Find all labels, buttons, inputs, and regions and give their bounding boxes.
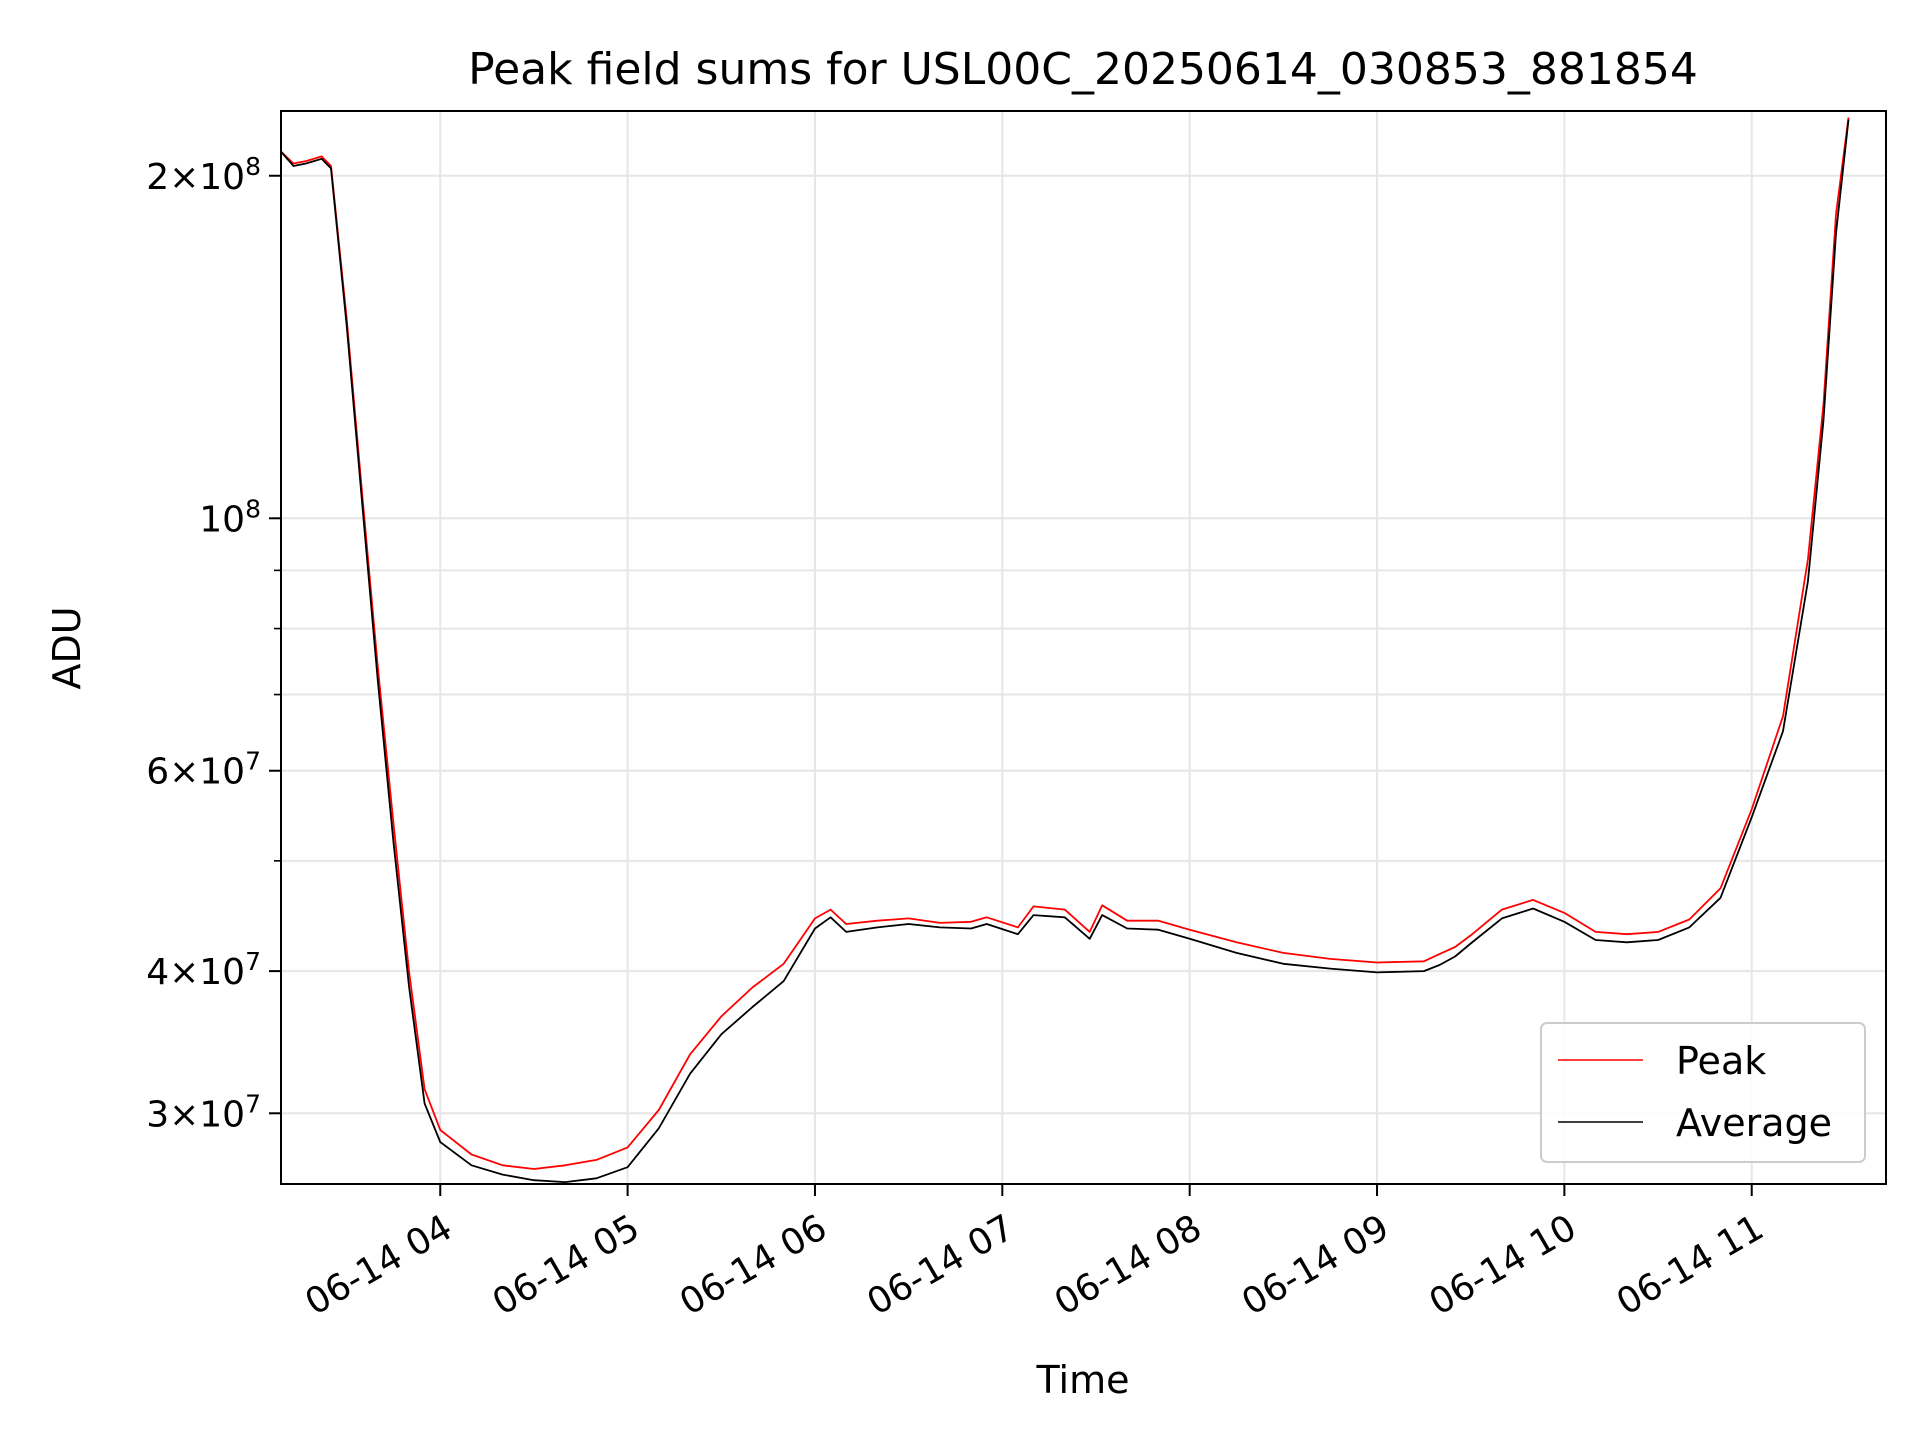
legend-label-average: Average — [1676, 1101, 1832, 1145]
series-line-average — [280, 119, 1850, 1183]
y-axis-label: ADU — [45, 606, 89, 689]
y-tick-label: 4×107 — [146, 947, 261, 993]
y-tick-label: 3×107 — [146, 1089, 261, 1135]
legend: Peak Average — [1540, 1022, 1866, 1163]
legend-frame — [1540, 1022, 1866, 1163]
y-tick-label: 2×108 — [146, 152, 261, 198]
legend-label-peak: Peak — [1676, 1039, 1766, 1083]
y-axis-ticks: 3×107 4×107 6×107 108 2×108 — [146, 152, 281, 1135]
y-tick-label: 6×107 — [146, 747, 261, 793]
series-line-peak — [280, 117, 1850, 1170]
x-axis-label: Time — [1036, 1358, 1130, 1402]
y-tick-label: 108 — [199, 494, 261, 540]
series-lines — [280, 117, 1850, 1183]
plot-area-frame — [280, 110, 1887, 1185]
chart-title: Peak field sums for USL00C_20250614_0308… — [468, 44, 1698, 95]
